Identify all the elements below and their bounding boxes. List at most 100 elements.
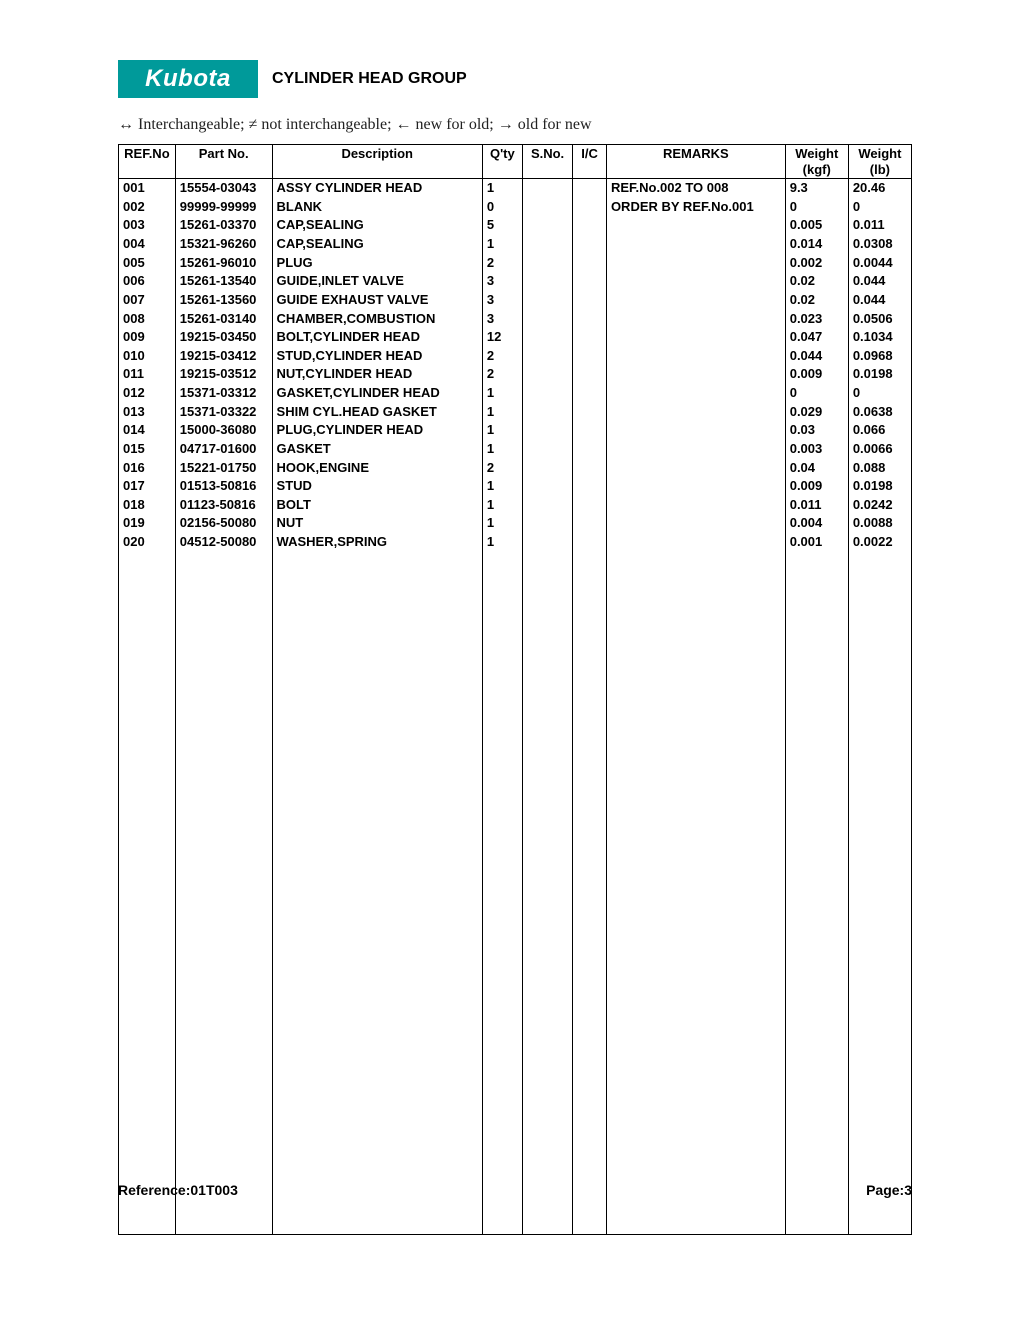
cell-part: 15261-96010: [175, 254, 272, 273]
cell-wkgf: 0.044: [785, 347, 848, 366]
brand-logo: Kubota: [118, 60, 258, 98]
page-footer: Reference:01T003 Page:3: [118, 1182, 912, 1198]
cell-desc: CAP,SEALING: [272, 216, 482, 235]
cell-rem: [606, 272, 785, 291]
cell-part: 15261-13540: [175, 272, 272, 291]
col-wlb-l2: (lb): [870, 162, 890, 177]
cell-ic: [573, 216, 607, 235]
cell-ref: 018: [119, 496, 176, 515]
cell-ic: [573, 514, 607, 533]
cell-ref: 007: [119, 291, 176, 310]
cell-part: 15221-01750: [175, 459, 272, 478]
col-wkgf-l2: (kgf): [803, 162, 831, 177]
cell-ref: 010: [119, 347, 176, 366]
cell-part: 15321-96260: [175, 235, 272, 254]
table-row: 00115554-03043ASSY CYLINDER HEAD1REF.No.…: [119, 179, 912, 198]
cell-part: 19215-03412: [175, 347, 272, 366]
cell-ic: [573, 440, 607, 459]
cell-rem: [606, 347, 785, 366]
cell-rem: [606, 216, 785, 235]
cell-wkgf: 0: [785, 198, 848, 217]
cell-qty: 5: [482, 216, 522, 235]
filler-cell: [522, 552, 572, 1235]
cell-desc: NUT,CYLINDER HEAD: [272, 365, 482, 384]
cell-wkgf: 0.02: [785, 272, 848, 291]
cell-wlb: 0.011: [848, 216, 911, 235]
cell-wlb: 0.0198: [848, 365, 911, 384]
cell-wlb: 0.0506: [848, 310, 911, 329]
cell-desc: SHIM CYL.HEAD GASKET: [272, 403, 482, 422]
table-row: 01415000-36080PLUG,CYLINDER HEAD10.030.0…: [119, 421, 912, 440]
table-body: 00115554-03043ASSY CYLINDER HEAD1REF.No.…: [119, 179, 912, 1235]
cell-part: 15554-03043: [175, 179, 272, 198]
filler-cell: [606, 552, 785, 1235]
filler-cell: [119, 552, 176, 1235]
parts-table: REF.No Part No. Description Q'ty S.No. I…: [118, 144, 912, 1235]
cell-ref: 001: [119, 179, 176, 198]
table-row: 00315261-03370CAP,SEALING50.0050.011: [119, 216, 912, 235]
cell-qty: 1: [482, 421, 522, 440]
col-ic-header: I/C: [573, 145, 607, 179]
cell-sno: [522, 365, 572, 384]
cell-desc: WASHER,SPRING: [272, 533, 482, 552]
cell-wkgf: 0.023: [785, 310, 848, 329]
cell-wlb: 0.0638: [848, 403, 911, 422]
cell-wlb: 0.0968: [848, 347, 911, 366]
cell-ref: 009: [119, 328, 176, 347]
cell-ref: 004: [119, 235, 176, 254]
cell-wkgf: 9.3: [785, 179, 848, 198]
cell-qty: 3: [482, 310, 522, 329]
cell-wlb: 0.066: [848, 421, 911, 440]
cell-part: 15261-03140: [175, 310, 272, 329]
cell-ic: [573, 179, 607, 198]
cell-sno: [522, 384, 572, 403]
cell-sno: [522, 459, 572, 478]
cell-rem: [606, 477, 785, 496]
cell-desc: BOLT,CYLINDER HEAD: [272, 328, 482, 347]
cell-desc: PLUG: [272, 254, 482, 273]
cell-wlb: 20.46: [848, 179, 911, 198]
cell-wkgf: 0.001: [785, 533, 848, 552]
table-row: 00515261-96010PLUG20.0020.0044: [119, 254, 912, 273]
cell-rem: [606, 403, 785, 422]
cell-rem: ORDER BY REF.No.001: [606, 198, 785, 217]
cell-rem: [606, 235, 785, 254]
cell-wlb: 0: [848, 384, 911, 403]
cell-wkgf: 0.029: [785, 403, 848, 422]
cell-ic: [573, 235, 607, 254]
col-part-header: Part No.: [175, 145, 272, 179]
table-row: 01215371-03312GASKET,CYLINDER HEAD100: [119, 384, 912, 403]
cell-ref: 008: [119, 310, 176, 329]
col-desc-header: Description: [272, 145, 482, 179]
cell-wlb: 0.0022: [848, 533, 911, 552]
cell-ref: 002: [119, 198, 176, 217]
reference-label: Reference:: [118, 1182, 190, 1198]
cell-part: 19215-03512: [175, 365, 272, 384]
cell-qty: 3: [482, 291, 522, 310]
footer-page: Page:3: [866, 1182, 912, 1198]
cell-ic: [573, 365, 607, 384]
cell-sno: [522, 440, 572, 459]
page-content: Kubota CYLINDER HEAD GROUP ↔ Interchange…: [118, 60, 912, 1235]
cell-ref: 016: [119, 459, 176, 478]
cell-ic: [573, 198, 607, 217]
cell-desc: GASKET: [272, 440, 482, 459]
cell-part: 15261-13560: [175, 291, 272, 310]
cell-qty: 1: [482, 496, 522, 515]
table-row: 01019215-03412STUD,CYLINDER HEAD20.0440.…: [119, 347, 912, 366]
cell-wlb: 0.0198: [848, 477, 911, 496]
cell-rem: [606, 440, 785, 459]
cell-rem: REF.No.002 TO 008: [606, 179, 785, 198]
cell-wkgf: 0.009: [785, 365, 848, 384]
cell-ref: 017: [119, 477, 176, 496]
table-row: 00715261-13560GUIDE EXHAUST VALVE30.020.…: [119, 291, 912, 310]
cell-wkgf: 0.009: [785, 477, 848, 496]
cell-rem: [606, 533, 785, 552]
page-label: Page:: [866, 1182, 904, 1198]
cell-ic: [573, 347, 607, 366]
col-ref-header: REF.No: [119, 145, 176, 179]
table-row: 00415321-96260CAP,SEALING10.0140.0308: [119, 235, 912, 254]
col-wkgf-header: Weight (kgf): [785, 145, 848, 179]
brand-logo-text: Kubota: [145, 65, 231, 93]
col-wlb-l1: Weight: [858, 146, 901, 161]
